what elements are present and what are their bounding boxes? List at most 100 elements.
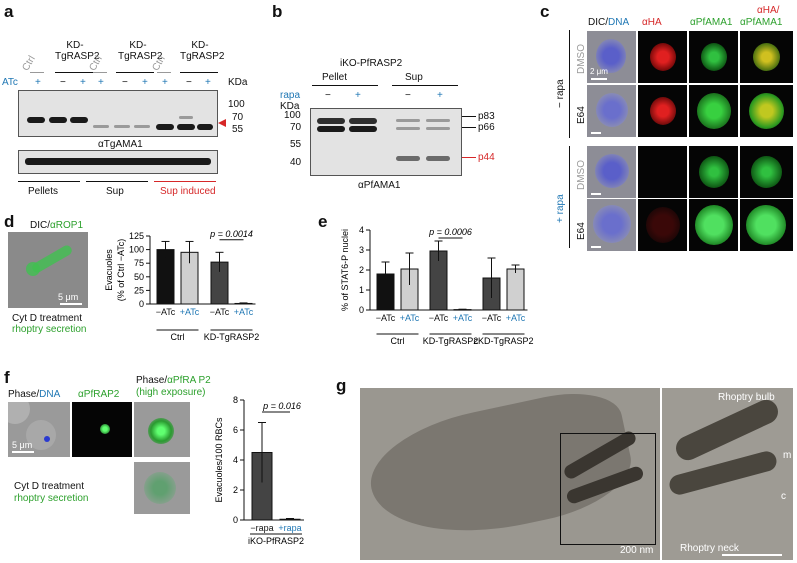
group-sup: Sup [106,186,124,197]
c-r4-ha [638,199,687,251]
d-micrograph: 5 μm [8,232,88,308]
atc-sign-1: + [35,77,41,88]
atc-sign-4: + [98,77,104,88]
panel-c-label: c [540,2,550,21]
c-r3-merge [740,146,793,198]
marker-b-70: 70 [290,122,302,133]
kda-label-b: KDa [280,101,300,112]
c-r2-merge [740,85,793,137]
c-row-1: DMSO [576,44,587,74]
c-row-4: E64 [576,222,587,240]
f-title-3: Phase/αPfRA P2 [136,375,211,386]
x-tick-label: +ATc [506,313,526,323]
band-p44: p44 [478,152,495,163]
y-tick-label: 4 [233,455,238,465]
x-tick-label: +ATc [234,307,254,317]
x-tick-label: −ATc [376,313,396,323]
blot-a-lower [18,150,218,174]
y-tick-label: 2 [359,265,364,275]
f-title-4: (high exposure) [136,387,206,398]
kda-label-a: KDa [228,77,248,88]
group-line-sup [86,181,148,182]
g-annotation-neck: Rhoptry neck [680,543,739,554]
y-tick-label: 0 [139,299,144,309]
band-p66: p66 [478,122,495,133]
blot-a-upper [18,90,218,137]
y-axis-label: % of STAT6-P nuclei [340,229,350,311]
g-annotation-c: c [781,491,786,502]
group-label: cKD-TgRASP2 [473,336,533,346]
f-micro-phase: 5 μm [8,402,70,457]
panel-a-label: a [4,2,14,21]
band-p83: p83 [478,111,495,122]
c-col-merge-pfama1: αPfAMA1 [740,17,783,28]
c-r2-ha [638,85,687,137]
bar [156,249,175,305]
panel-f-label: f [4,368,10,387]
header-kd-1: KD-TgRASP2 [55,40,100,62]
atc-sign-8: − [186,77,192,88]
panel-d-label: d [4,212,15,231]
group-line-sup-induced [154,181,216,182]
y-axis-label: Evacuoles [104,249,114,291]
c-r3-dic [587,146,636,198]
c-r3-ha [638,146,687,198]
c-col-pfama1: αPfAMA1 [690,17,733,28]
y-axis-label-2: (% of Ctrl −ATc) [116,239,126,302]
sign-b-1: − [325,90,331,101]
p-value: p = 0.0014 [209,229,253,239]
header-line-6 [180,72,218,73]
marker-70: 70 [232,112,244,123]
c-col-dic: DIC/DNA [588,17,630,28]
g-em-overview [360,388,660,560]
sign-b-2: + [355,90,361,101]
header-line-2 [55,72,93,73]
arrow-p44 [462,157,476,158]
group-label: Ctrl [171,332,185,342]
c-r1-pfama1 [689,31,738,83]
y-tick-label: 100 [129,245,144,255]
c-bracket-1 [569,30,570,138]
c-col-ha: αHA [642,17,662,28]
atc-sign-5: − [122,77,128,88]
p-value: p = 0.0006 [428,227,472,237]
x-tick-label: −rapa [250,523,273,533]
f-caption1: Cyt D treatment [14,481,85,492]
header-line-5 [157,72,171,73]
y-tick-label: 25 [134,285,144,295]
marker-55: 55 [232,124,244,135]
panel-g-label: g [336,376,347,395]
c-r3-pfama1 [689,146,738,198]
f-title-2: αPfRAP2 [78,389,120,400]
c-r4-merge [740,199,793,251]
atc-sign-6: + [142,77,148,88]
y-tick-label: 125 [129,231,144,241]
header-line-3 [93,72,107,73]
chart-f: 0 2 4 6 8 −rapa +rapa Evacuoles/100 RBCs p = 0.0… [214,395,304,546]
panel-b-label: b [272,2,283,21]
y-tick-label: 4 [359,225,364,235]
c-r4-dic [587,199,636,251]
d-caption2: rhoptry secretion [12,324,87,335]
g-annotation-m: m [783,450,792,461]
atc-label: ATc [2,77,18,88]
x-tick-label: −ATc [156,307,176,317]
arrow-p83 [462,116,476,117]
marker-b-100: 100 [284,110,301,121]
sign-b-4: + [437,90,443,101]
header-ctrl-1: Ctrl [20,54,38,73]
c-row-3: DMSO [576,160,587,190]
f-caption2: rhoptry secretion [14,493,89,504]
group-label: Ctrl [391,336,405,346]
panel-a: Ctrl KD-TgRASP2 Ctrl KD-TgRASP2 Ctrl KD-… [0,0,260,280]
g-scale: 200 nm [620,545,654,556]
y-tick-label: 1 [359,285,364,295]
d-caption1: Cyt D treatment [12,313,83,324]
y-tick-label: 6 [233,425,238,435]
arrow-p66 [462,127,476,128]
y-axis-label: Evacuoles/100 RBCs [214,417,224,503]
y-tick-label: 8 [233,395,238,405]
x-tick-label: +rapa [278,523,301,533]
g-annotation-bulb: Rhoptry bulb [718,392,775,403]
c-r1-merge [740,31,793,83]
